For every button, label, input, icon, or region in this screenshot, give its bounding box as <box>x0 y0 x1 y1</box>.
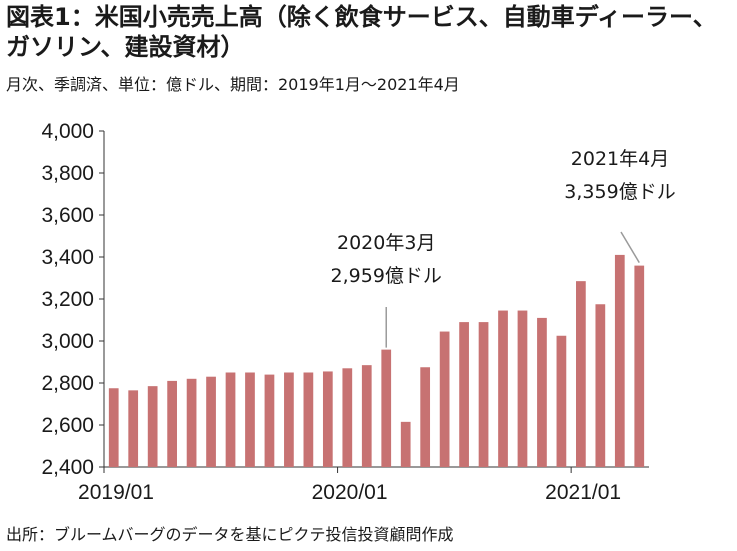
bar-2019-02 <box>128 390 139 467</box>
bar-2019-10 <box>284 372 294 467</box>
bars <box>108 254 645 467</box>
y-tick-label: 3,600 <box>41 204 94 227</box>
bar-2020-04 <box>400 421 411 467</box>
bar-2019-03 <box>147 386 158 467</box>
bar-2020-09 <box>498 310 508 467</box>
x-tick-label: 2021/01 <box>545 481 621 504</box>
bar-2021-04 <box>634 265 645 467</box>
x-tick-label: 2020/01 <box>312 481 388 504</box>
annotation-label: 2,959億ドル <box>331 265 442 287</box>
bar-2020-03 <box>381 349 392 467</box>
annotations: 2020年3月 2,959億ドル 2021年4月 3,359億ドル <box>331 148 676 348</box>
retail-sales-bar-chart: 2,400 2,600 2,800 3,000 3,200 3,400 3,600 3,800… <box>41 120 676 504</box>
y-tick-label: 4,000 <box>41 120 94 143</box>
bar-2019-11 <box>303 372 314 467</box>
y-tick-label: 3,800 <box>41 162 94 185</box>
bar-2020-08 <box>478 322 489 467</box>
bar-2021-02 <box>595 304 606 467</box>
y-tick-label: 3,000 <box>41 330 94 353</box>
y-axis: 2,400 2,600 2,800 3,000 3,200 3,400 3,600 3,800… <box>41 120 105 479</box>
bar-2021-01 <box>576 281 586 467</box>
bar-2020-07 <box>459 322 469 467</box>
x-tick-label: 2019/01 <box>78 481 154 504</box>
bar-2019-06 <box>206 376 216 467</box>
bar-2019-09 <box>264 374 275 467</box>
chart-title: 図表1：米国小売売上高（除く飲食サービス、自動車ディーラー、ガソリン、建設資材） <box>6 3 717 61</box>
annotation-label: 2020年3月 <box>337 232 435 254</box>
bar-2020-01 <box>342 368 353 467</box>
bar-2019-12 <box>322 371 333 467</box>
y-tick-label: 2,400 <box>41 456 94 479</box>
source-note: 出所：ブルームバーグのデータを基にピクテ投信投資顧問作成 <box>6 525 454 544</box>
bar-2020-02 <box>361 365 372 467</box>
bar-2021-03 <box>614 254 625 467</box>
bar-2020-12 <box>556 335 567 467</box>
annotation-label: 2021年4月 <box>571 148 669 170</box>
bar-2020-05 <box>420 367 431 467</box>
bar-2020-11 <box>537 317 547 467</box>
y-tick-label: 3,200 <box>41 288 94 311</box>
bar-2019-08 <box>245 372 255 467</box>
y-tick-label: 2,800 <box>41 372 94 395</box>
bar-2020-10 <box>517 310 528 467</box>
annotation-leader <box>620 231 640 263</box>
y-tick-label: 3,400 <box>41 246 94 269</box>
bar-2020-06 <box>439 331 450 467</box>
bar-2019-04 <box>167 380 177 467</box>
chart-subtitle: 月次、季調済、単位：億ドル、期間：2019年1月～2021年4月 <box>6 75 460 94</box>
y-tick-label: 2,600 <box>41 414 94 437</box>
annotation-label: 3,359億ドル <box>564 181 675 203</box>
bar-2019-07 <box>225 372 236 467</box>
bar-2019-01 <box>108 388 119 467</box>
x-axis: 2019/01 2020/01 2021/01 <box>78 466 649 504</box>
bar-2019-05 <box>186 378 197 467</box>
